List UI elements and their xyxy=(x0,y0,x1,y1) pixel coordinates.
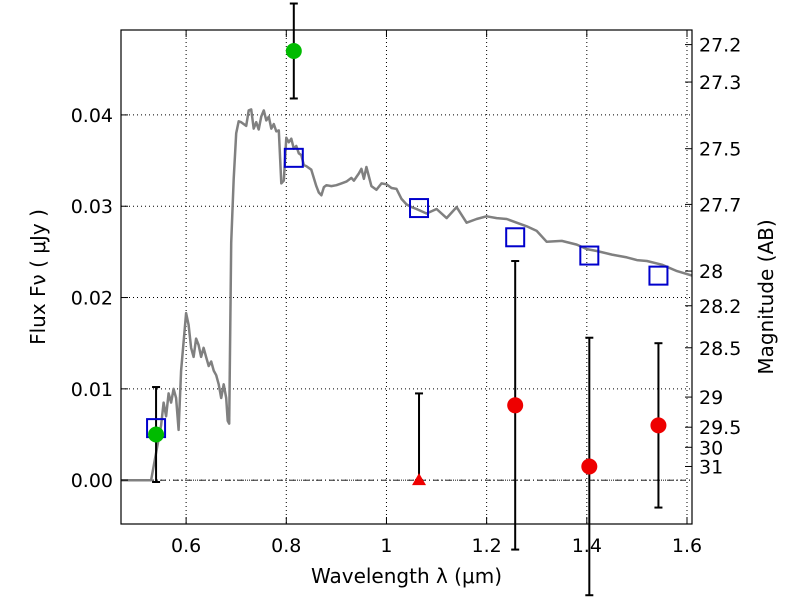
plot-frame xyxy=(120,29,693,525)
y-tick-label: 0.02 xyxy=(71,288,113,310)
right-axis-label: Magnitude (AB) xyxy=(754,219,778,374)
right-tick-label: 29.5 xyxy=(699,417,741,439)
model-spectrum-line xyxy=(121,108,693,482)
right-tick-label: 28.5 xyxy=(699,338,741,360)
x-tick-label: 1 xyxy=(380,535,392,557)
x-tick-label: 0.8 xyxy=(271,535,301,557)
detection-point xyxy=(148,426,165,443)
right-tick-label: 27.2 xyxy=(699,35,741,57)
y-tick-label: 0.00 xyxy=(71,470,113,492)
x-axis-label: Wavelength λ (μm) xyxy=(311,564,502,588)
tick-layer: 0.6 0.8 1 1.2 1.4 1.6 0.00 0.01 0.02 0.03 0.04 27.2… xyxy=(71,30,741,557)
detection-point xyxy=(285,43,302,60)
right-tick-label: 29 xyxy=(699,387,723,409)
x-tick-label: 1.2 xyxy=(472,535,502,557)
model-photometry-square xyxy=(648,265,669,286)
x-tick-label: 1.6 xyxy=(672,535,702,557)
x-tick-label: 0.6 xyxy=(171,535,201,557)
model-layer xyxy=(121,108,693,482)
right-tick-label: 31 xyxy=(699,456,723,478)
right-tick-label: 28 xyxy=(699,261,723,283)
right-tick-label: 30 xyxy=(699,437,723,459)
right-tick-label: 28.2 xyxy=(699,296,741,318)
y-tick-label: 0.03 xyxy=(71,196,113,218)
y-tick-label: 0.04 xyxy=(71,105,113,127)
non-detection-point xyxy=(650,417,667,434)
x-tick-label: 1.4 xyxy=(572,535,602,557)
model-photometry-square xyxy=(505,227,526,248)
model-photometry-square xyxy=(409,198,430,219)
triangle-point xyxy=(412,473,427,486)
y-tick-label: 0.01 xyxy=(71,379,113,401)
marker-layer xyxy=(146,43,669,486)
model-photometry-square xyxy=(579,245,600,266)
right-tick-label: 27.3 xyxy=(699,72,741,94)
non-detection-point xyxy=(507,397,524,414)
model-photometry-square xyxy=(283,147,304,168)
non-detection-point xyxy=(581,458,598,475)
right-tick-label: 27.5 xyxy=(699,139,741,161)
right-tick-label: 27.7 xyxy=(699,194,741,216)
y-axis-label: Flux Fν ( μJy ) xyxy=(26,209,50,345)
